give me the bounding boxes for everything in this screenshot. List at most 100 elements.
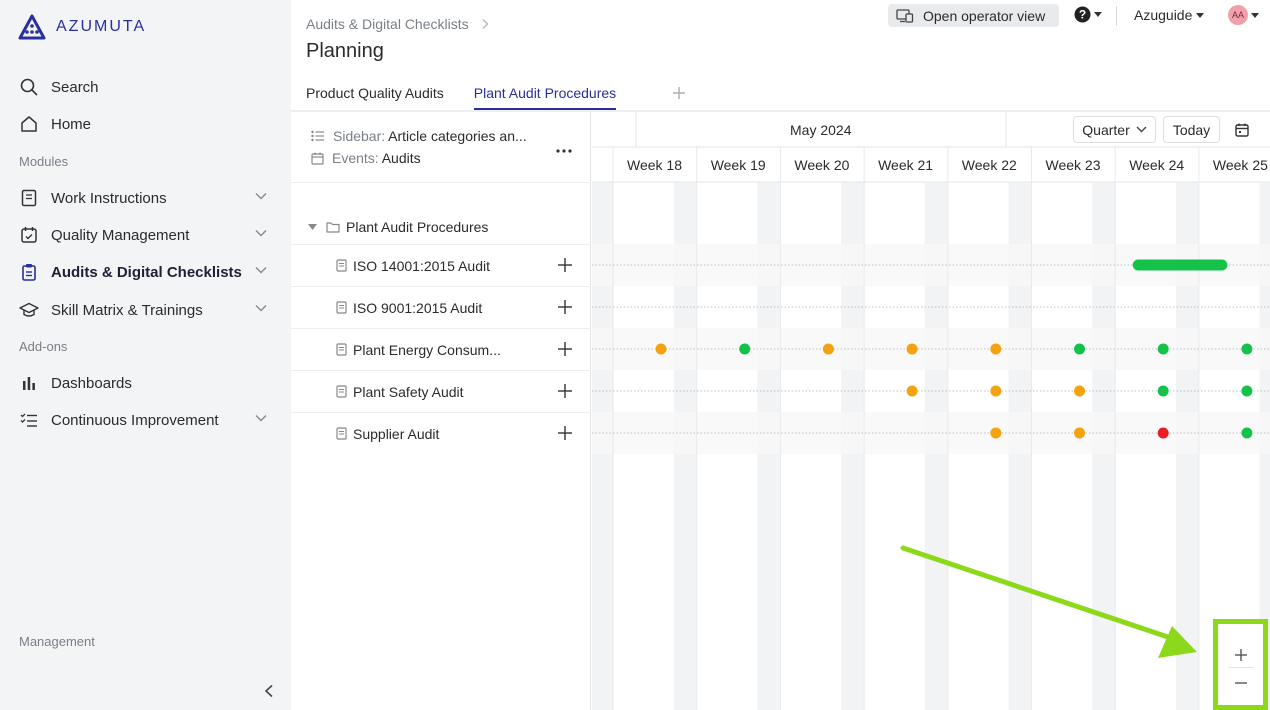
list-item-label: Plant Safety Audit xyxy=(353,383,464,400)
events-setting-key: Events: xyxy=(332,150,379,166)
caret-down-icon[interactable] xyxy=(308,224,317,230)
event-dot xyxy=(906,385,918,397)
group-row[interactable]: Plant Audit Procedures xyxy=(291,210,591,244)
plus-icon xyxy=(1235,648,1247,661)
bar-chart-icon xyxy=(19,373,39,393)
caret-down-icon xyxy=(1196,12,1205,18)
sidebar-item-continuous-improvement[interactable]: Continuous Improvement xyxy=(0,403,291,437)
management-section-label[interactable]: Management xyxy=(19,634,95,649)
sidebar-item-home[interactable]: Home xyxy=(0,107,291,141)
zoom-out-button[interactable] xyxy=(1228,670,1254,696)
list-item[interactable]: Plant Safety Audit xyxy=(291,370,591,412)
tabs-divider xyxy=(291,110,1270,112)
date-picker-button[interactable] xyxy=(1228,116,1255,143)
list-item[interactable]: Supplier Audit xyxy=(291,412,591,454)
view-mode-value: Quarter xyxy=(1082,121,1130,138)
checklist-icon xyxy=(19,410,39,430)
sidebar-item-work-instructions[interactable]: Work Instructions xyxy=(0,181,291,215)
sidebar-item-label: Search xyxy=(51,78,99,96)
chevron-down-icon[interactable] xyxy=(255,414,267,422)
sidebar: AZUMUTA Search Home Modules Work Instruc… xyxy=(0,0,291,710)
calendar-icon xyxy=(311,152,324,165)
resource-list-panel: Sidebar: Article categories an... Events… xyxy=(291,112,591,710)
addons-section-label: Add-ons xyxy=(19,339,68,354)
caret-down-icon[interactable] xyxy=(1251,13,1259,18)
list-item-label: ISO 14001:2015 Audit xyxy=(353,257,490,274)
sidebar-item-label: Home xyxy=(51,115,92,133)
sidebar-item-audits[interactable]: Audits & Digital Checklists xyxy=(0,255,291,289)
list-item-label: Plant Energy Consum... xyxy=(353,341,501,358)
plus-icon[interactable] xyxy=(558,300,572,314)
event-dot xyxy=(1074,427,1085,439)
user-menu[interactable]: Azuguide xyxy=(1134,7,1205,23)
more-options-icon[interactable] xyxy=(556,137,572,158)
list-icon xyxy=(311,130,324,142)
event-dot xyxy=(990,427,1002,439)
week-label: Week 21 xyxy=(878,157,934,173)
list-item[interactable]: ISO 14001:2015 Audit xyxy=(291,244,591,286)
event-dot xyxy=(1157,343,1169,355)
week-label: Week 23 xyxy=(1045,157,1101,173)
sidebar-item-dashboards[interactable]: Dashboards xyxy=(0,366,291,400)
event-dot xyxy=(1074,385,1085,397)
brand-logo[interactable]: AZUMUTA xyxy=(18,14,146,40)
chevron-down-icon[interactable] xyxy=(255,192,267,200)
document-icon xyxy=(336,427,347,440)
clipboard-icon xyxy=(19,262,39,282)
svg-text:?: ? xyxy=(1079,8,1086,22)
header-divider xyxy=(1116,6,1117,26)
event-dot xyxy=(990,343,1002,355)
event-dot xyxy=(739,343,751,355)
help-menu[interactable]: ? xyxy=(1074,6,1102,23)
add-tab-button[interactable] xyxy=(672,84,686,105)
chevron-down-icon[interactable] xyxy=(255,266,267,274)
modules-section-label: Modules xyxy=(19,154,69,169)
events-setting[interactable]: Events: Audits xyxy=(311,150,421,166)
folder-icon xyxy=(326,222,340,233)
avatar[interactable]: AA xyxy=(1228,5,1248,25)
plus-icon[interactable] xyxy=(558,426,572,440)
document-icon xyxy=(336,259,347,272)
month-label: May 2024 xyxy=(790,122,852,138)
open-operator-view-label: Open operator view xyxy=(923,7,1046,24)
sidebar-setting-value: Article categories an... xyxy=(388,128,527,144)
chevron-down-icon[interactable] xyxy=(255,304,267,312)
sidebar-item-label: Quality Management xyxy=(51,226,190,244)
calendar-icon xyxy=(1234,123,1249,137)
view-mode-dropdown[interactable]: Quarter xyxy=(1073,116,1156,143)
chevron-down-icon[interactable] xyxy=(255,229,267,237)
plus-icon[interactable] xyxy=(558,258,572,272)
plus-icon[interactable] xyxy=(558,342,572,356)
tab-product-quality-audits[interactable]: Product Quality Audits xyxy=(306,85,444,101)
week-label: Week 19 xyxy=(710,157,766,173)
tab-plant-audit-procedures[interactable]: Plant Audit Procedures xyxy=(473,82,617,110)
azumuta-logo-icon xyxy=(18,14,46,40)
sidebar-setting[interactable]: Sidebar: Article categories an... xyxy=(311,128,527,144)
breadcrumb-link[interactable]: Audits & Digital Checklists xyxy=(306,16,469,32)
zoom-controls xyxy=(1213,619,1268,710)
document-icon xyxy=(336,301,347,314)
event-dot xyxy=(1241,427,1253,439)
open-operator-view-button[interactable]: Open operator view xyxy=(888,4,1059,27)
list-item-label: ISO 9001:2015 Audit xyxy=(353,299,483,316)
user-name: Azuguide xyxy=(1134,7,1193,23)
collapse-sidebar-icon[interactable] xyxy=(262,684,276,698)
minus-icon xyxy=(1235,682,1247,684)
today-button[interactable]: Today xyxy=(1163,116,1220,143)
sidebar-item-search[interactable]: Search xyxy=(0,70,291,104)
sidebar-item-quality-management[interactable]: Quality Management xyxy=(0,218,291,252)
zoom-in-button[interactable] xyxy=(1228,642,1254,668)
breadcrumb: Audits & Digital Checklists xyxy=(306,16,489,32)
event-dot xyxy=(822,343,834,355)
week-label: Week 18 xyxy=(627,157,682,173)
events-setting-value: Audits xyxy=(381,150,421,166)
plus-icon[interactable] xyxy=(558,384,572,398)
chevron-right-icon xyxy=(482,19,489,29)
list-item[interactable]: Plant Energy Consum... xyxy=(291,328,591,370)
week-label: Week 20 xyxy=(794,157,850,173)
list-item[interactable]: ISO 9001:2015 Audit xyxy=(291,286,591,328)
calendar-check-icon xyxy=(19,225,39,245)
week-label: Week 25 xyxy=(1212,157,1268,173)
sidebar-item-skill-matrix[interactable]: Skill Matrix & Trainings xyxy=(0,293,291,327)
